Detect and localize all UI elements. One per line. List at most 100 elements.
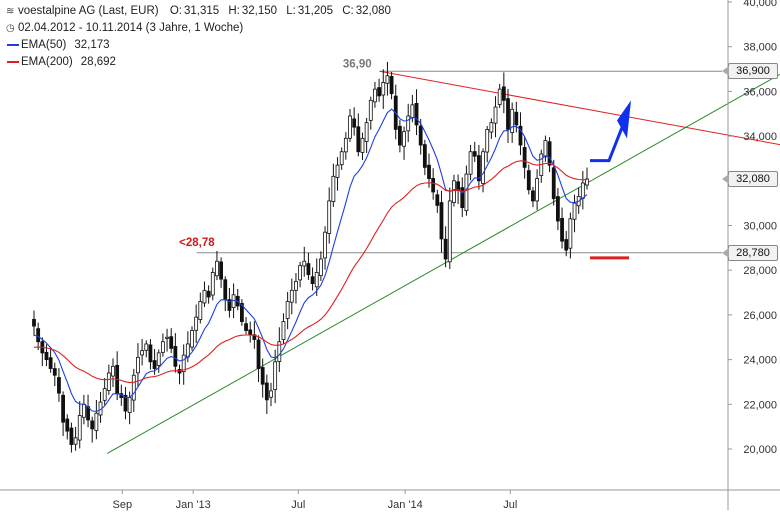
low-label: L: xyxy=(286,5,296,17)
legend-ema50[interactable]: EMA(50) 32,173 xyxy=(6,38,112,52)
candle-body xyxy=(343,137,348,153)
candle-body xyxy=(476,155,481,182)
red-downtrend-line xyxy=(379,70,780,146)
candle-body xyxy=(269,390,273,398)
candle-body xyxy=(460,187,465,209)
candle-body xyxy=(410,104,415,118)
projection-arrows xyxy=(590,100,631,260)
x-tick-label: Jul xyxy=(291,499,305,511)
candle-body xyxy=(273,361,278,390)
candle-body xyxy=(356,126,361,153)
candle-body xyxy=(127,397,132,413)
candle-body xyxy=(447,200,452,263)
header-line-2: ◷ 02.04.2012 - 10.11.2014 (3 Jahre, 1 Woc… xyxy=(6,21,245,36)
candle-body xyxy=(173,346,178,367)
candle-body xyxy=(131,374,136,401)
candle-body xyxy=(368,99,373,121)
candle-body xyxy=(339,151,344,166)
candle-body xyxy=(323,231,327,259)
candle-body xyxy=(493,106,498,124)
ema200-value: 28,692 xyxy=(80,56,116,68)
candle-body xyxy=(352,118,357,128)
candle-body xyxy=(318,258,323,276)
legend-ema200[interactable]: EMA(200) 28,692 xyxy=(6,55,118,69)
candle-body xyxy=(560,218,564,242)
candle-body xyxy=(522,147,527,168)
candle-body xyxy=(397,125,402,146)
low-value: 31,205 xyxy=(297,5,334,17)
candle-body xyxy=(32,318,36,327)
x-tick-label: Sep xyxy=(113,499,133,511)
candle-body xyxy=(281,321,286,340)
candle-body xyxy=(481,151,485,184)
candle-body xyxy=(377,87,382,97)
candle-body xyxy=(572,202,577,220)
candle-body xyxy=(543,140,548,158)
y-tick-label: 26,000 xyxy=(743,310,777,322)
annotations: 36,90 <28,78 xyxy=(179,58,371,248)
candle-body xyxy=(497,88,502,105)
header-line-1: ≋ voestalpine AG (Last, EUR) O: 31,315 H: 3… xyxy=(6,4,393,19)
candle-body xyxy=(310,276,315,285)
candle-body xyxy=(198,301,203,320)
candle-body xyxy=(389,75,394,95)
open-label: O: xyxy=(169,5,182,17)
candle-body xyxy=(435,194,440,206)
candle-body xyxy=(94,412,99,432)
candle-body xyxy=(422,144,427,168)
candle-body xyxy=(169,336,174,349)
candle-body xyxy=(385,75,390,84)
blue-arrow-head xyxy=(617,100,631,139)
clock-icon: ◷ xyxy=(6,23,15,34)
candle-body xyxy=(111,365,115,377)
candle-body xyxy=(181,354,186,373)
candle-body xyxy=(215,260,219,277)
ema200-label: EMA(200) xyxy=(21,56,73,68)
chart-type-icon[interactable]: ≋ xyxy=(6,6,15,17)
candle-body xyxy=(156,352,161,366)
candle-body xyxy=(439,202,444,240)
candle-body xyxy=(314,272,319,288)
y-tick-label: 28,000 xyxy=(743,265,777,277)
candle-body xyxy=(443,238,448,260)
candle-body xyxy=(568,218,573,249)
candle-body xyxy=(219,261,224,280)
candle-body xyxy=(73,437,78,445)
candle-body xyxy=(468,151,473,175)
candle-body xyxy=(90,420,95,430)
candle-body xyxy=(227,299,232,311)
candle-body xyxy=(381,82,386,96)
candle-body xyxy=(123,394,128,412)
candle-body xyxy=(148,344,153,363)
candle-body xyxy=(547,141,552,166)
candle-body xyxy=(44,351,49,361)
candle-body xyxy=(564,239,569,251)
candle-body xyxy=(348,115,352,139)
candle-body xyxy=(294,280,298,291)
x-axis: Sep Jan '13 Jul Jan '14 Jul xyxy=(0,489,780,511)
x-tick-label: Jan '13 xyxy=(176,499,211,511)
candle-body xyxy=(518,125,523,146)
candle-body xyxy=(36,328,41,343)
ema50-swatch xyxy=(7,43,19,46)
ema200-swatch xyxy=(7,60,19,63)
candle-body xyxy=(526,170,531,191)
y-tick-label: 40,000 xyxy=(743,0,777,9)
candle-body xyxy=(264,382,269,401)
candle-body xyxy=(136,356,140,374)
candle-body xyxy=(244,323,248,331)
y-tick-label: 24,000 xyxy=(743,355,777,367)
candle-body xyxy=(506,98,510,130)
trendlines xyxy=(106,70,780,454)
candle-body xyxy=(256,339,261,369)
candle-body xyxy=(160,341,165,353)
candle-body xyxy=(531,190,535,202)
y-tick-label: 20,000 xyxy=(743,444,777,456)
candle-body xyxy=(456,181,461,191)
candle-body xyxy=(77,415,82,441)
candle-body xyxy=(501,86,506,101)
candle-body xyxy=(585,178,589,186)
high-label: H: xyxy=(228,5,240,17)
candle-body xyxy=(248,329,253,336)
